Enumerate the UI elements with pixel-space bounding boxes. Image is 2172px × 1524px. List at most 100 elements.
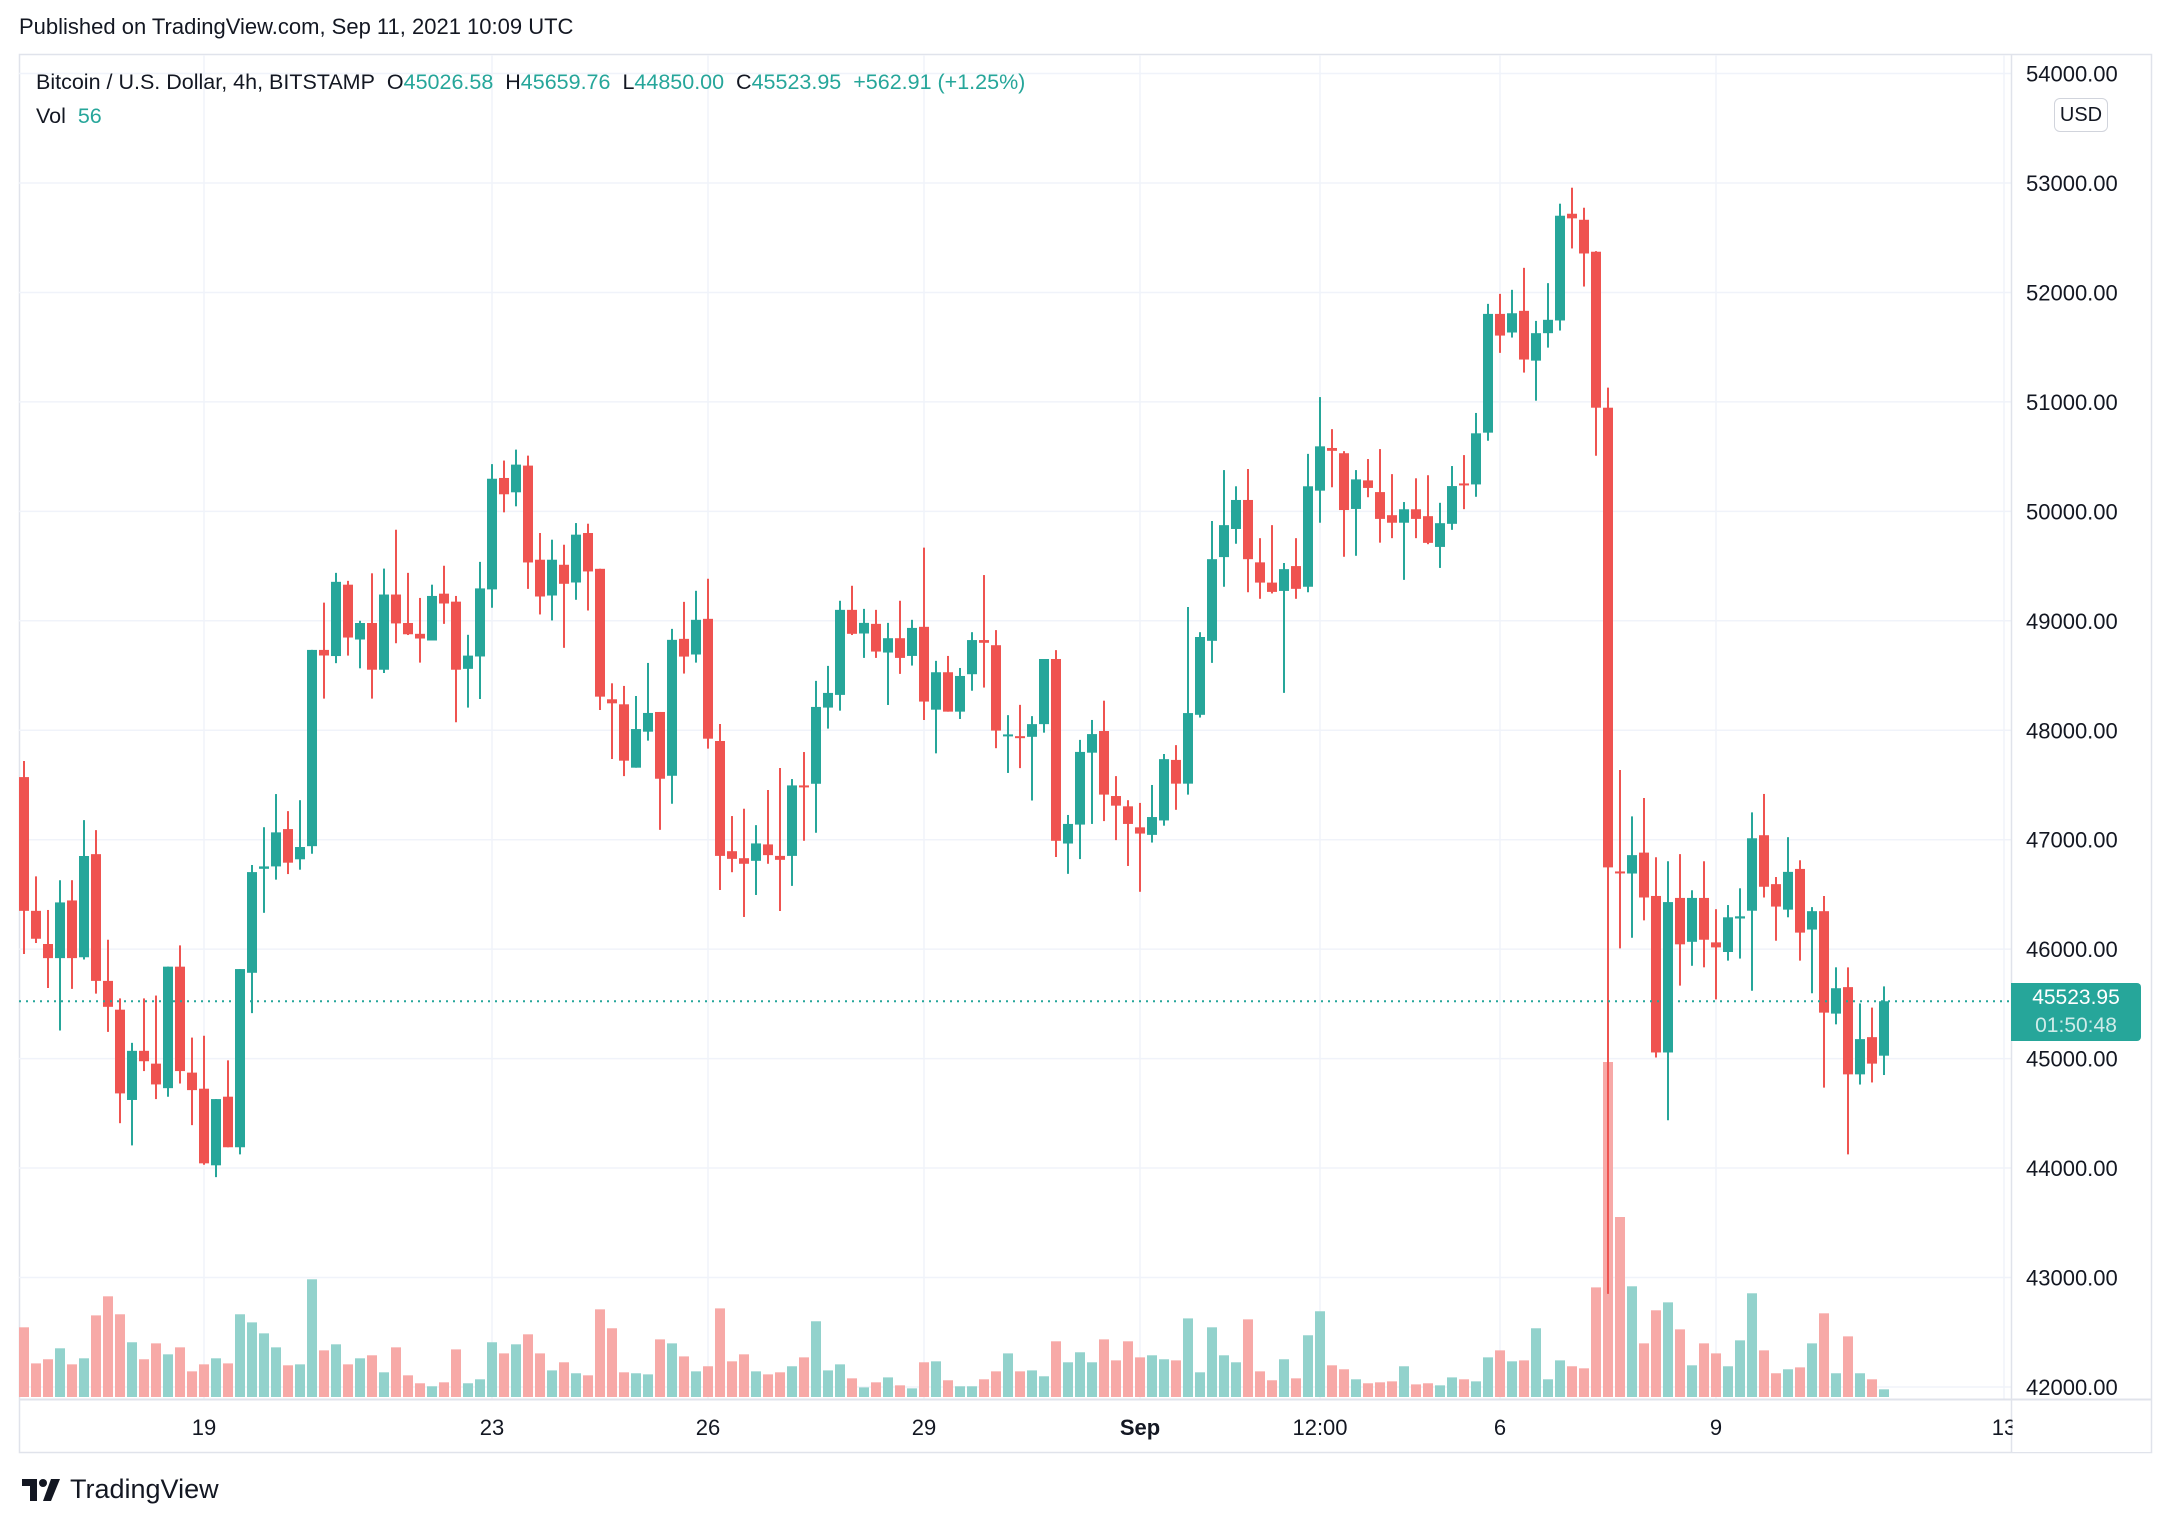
candle	[271, 794, 281, 880]
candle-body	[1831, 988, 1841, 1014]
time-tick-label: 23	[480, 1415, 504, 1440]
price-tick-label: 46000.00	[2026, 937, 2118, 962]
volume-bar	[511, 1344, 521, 1397]
volume-bar	[379, 1372, 389, 1397]
volume-bar	[295, 1364, 305, 1397]
candle-body	[1579, 219, 1589, 254]
candle	[1303, 453, 1313, 593]
candle	[331, 572, 341, 664]
candle-body	[1639, 852, 1649, 898]
volume-bar	[715, 1308, 725, 1397]
candle-body	[1147, 817, 1157, 835]
candle	[1627, 816, 1637, 938]
candle-body	[883, 638, 893, 653]
volume-bar	[1819, 1313, 1829, 1397]
candle-body	[1231, 499, 1241, 529]
candle-body	[1447, 486, 1457, 524]
candle-body	[391, 594, 401, 624]
legend-close: 45523.95	[751, 70, 842, 94]
candle-body	[343, 584, 353, 638]
legend-open: 45026.58	[403, 70, 494, 94]
candle-body	[1279, 569, 1289, 591]
candle-body	[583, 533, 593, 572]
candle	[115, 998, 125, 1124]
volume-bar	[775, 1372, 785, 1397]
candle-body	[1387, 515, 1397, 523]
chart-frame	[18, 53, 2153, 1454]
candle-body	[79, 856, 89, 958]
candle-body	[991, 645, 1001, 731]
volume-bar	[535, 1353, 545, 1397]
currency-button[interactable]: USD	[2054, 98, 2108, 132]
candle-body	[1675, 897, 1685, 945]
volume-bar	[403, 1375, 413, 1397]
volume-bar	[1711, 1353, 1721, 1397]
volume-bar	[1147, 1355, 1157, 1397]
candle-body	[919, 626, 929, 702]
candle-body	[175, 966, 185, 1072]
candle	[1075, 739, 1085, 860]
candle	[1507, 289, 1517, 338]
volume-bar	[1327, 1365, 1337, 1397]
candle-body	[415, 633, 425, 639]
published-caption: Published on TradingView.com, Sep 11, 20…	[19, 14, 574, 39]
candle	[139, 998, 149, 1072]
candle-body	[1207, 559, 1217, 641]
candle-body	[799, 785, 809, 788]
volume-bar	[139, 1359, 149, 1397]
volume-bar	[1675, 1329, 1685, 1397]
volume-bar	[283, 1365, 293, 1397]
candle	[55, 880, 65, 1031]
volume-bar	[559, 1362, 569, 1397]
last-price-label: 45523.95 01:50:48	[2011, 983, 2141, 1041]
volume-bar	[1219, 1355, 1229, 1397]
candle-body	[1099, 731, 1109, 795]
candle	[1579, 207, 1589, 287]
candle-body	[1843, 987, 1853, 1075]
candle-body	[1111, 796, 1121, 806]
volume-bar	[1063, 1362, 1073, 1397]
price-axis-corner	[2012, 1401, 2151, 1452]
volume-bar	[931, 1361, 941, 1397]
candle	[871, 609, 881, 658]
candle-body	[1495, 313, 1505, 336]
price-axis[interactable]: 42000.00 43000.00 44000.00 45000.00 46000.00…	[2026, 62, 2118, 1400]
volume-bar	[1399, 1366, 1409, 1397]
candle	[1663, 861, 1673, 1121]
candle-body	[931, 672, 941, 710]
candle-body	[787, 785, 797, 856]
candle-body	[1867, 1037, 1877, 1064]
volume-bar	[643, 1374, 653, 1397]
time-axis[interactable]: 19 23 26 29 Sep 12:00 6 9 13	[192, 1415, 2016, 1440]
volume-bar	[631, 1373, 641, 1397]
volume-bar	[1027, 1370, 1037, 1397]
candle	[211, 1099, 221, 1178]
candle	[1819, 895, 1829, 1088]
candle	[595, 568, 605, 711]
candle-body	[331, 581, 341, 657]
volume-bar	[1879, 1389, 1889, 1397]
candle	[1351, 470, 1361, 556]
candle-body	[607, 699, 617, 704]
footer-brand[interactable]: TradingView	[22, 1474, 219, 1505]
candle	[907, 619, 917, 666]
candle	[799, 752, 809, 841]
candle	[1531, 320, 1541, 401]
candle-body	[631, 729, 641, 768]
volume-bar	[667, 1343, 677, 1397]
candle-body	[211, 1099, 221, 1166]
volume-bar	[1483, 1357, 1493, 1397]
candle-body	[1303, 486, 1313, 587]
price-tick-label: 47000.00	[2026, 828, 2118, 853]
volume-bar	[55, 1348, 65, 1397]
candle	[463, 634, 473, 708]
candle	[1135, 802, 1145, 892]
volume-bar	[187, 1371, 197, 1397]
volume-bar	[1831, 1373, 1841, 1397]
volume-legend: Vol 56	[36, 104, 102, 129]
candle-body	[895, 638, 905, 658]
volume-bar	[583, 1375, 593, 1397]
candle-body	[367, 622, 377, 670]
candle-body	[1015, 736, 1025, 739]
